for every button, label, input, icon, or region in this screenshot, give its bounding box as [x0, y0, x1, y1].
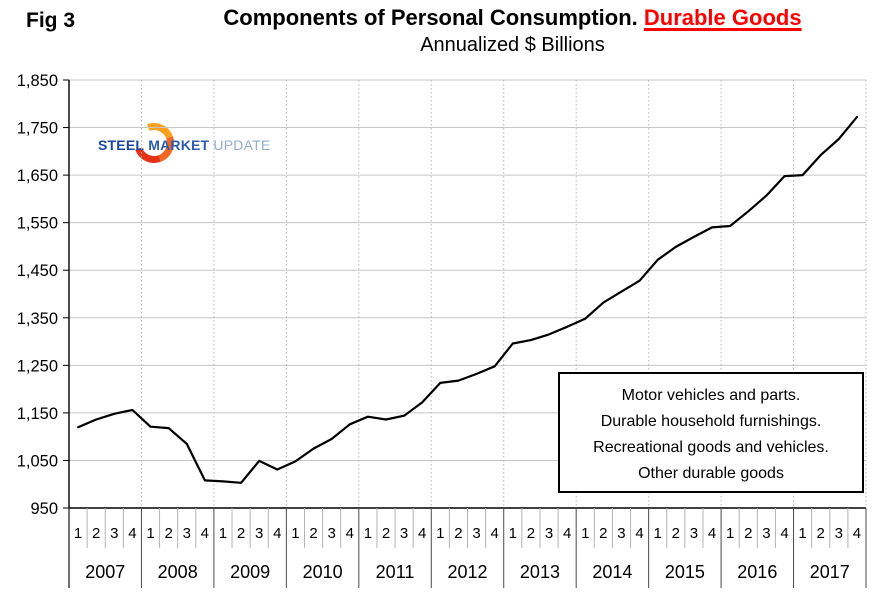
- y-tick-label: 1,650: [17, 167, 58, 185]
- y-axis-ticks: [63, 79, 69, 509]
- durable-goods-line: [76, 115, 859, 484]
- year-label: 2017: [810, 562, 850, 582]
- quarter-label: 3: [545, 525, 553, 542]
- quarter-label: 2: [237, 525, 245, 542]
- year-labels: 2007 2008 2009 2010 2011 2012 2013 2014 2015 2016…: [85, 562, 850, 582]
- year-label: 2012: [447, 562, 487, 582]
- year-label: 2015: [665, 562, 705, 582]
- quarter-label: 3: [327, 525, 335, 542]
- quarter-label: 3: [835, 525, 843, 542]
- quarter-label: 3: [183, 525, 191, 542]
- year-label: 2008: [158, 562, 198, 582]
- quarter-label: 1: [436, 525, 444, 542]
- quarter-label: 3: [472, 525, 480, 542]
- y-tick-label: 1,350: [17, 310, 58, 328]
- legend-line-3: Recreational goods and vehicles.: [593, 439, 829, 456]
- y-tick-label: 950: [30, 500, 58, 518]
- year-label: 2013: [520, 562, 560, 582]
- logo-word-update: UPDATE: [213, 137, 271, 153]
- y-axis-labels: 950 1,050 1,150 1,250 1,350 1,450 1,550 1,650 1,…: [17, 72, 58, 518]
- quarter-label: 2: [817, 525, 825, 542]
- legend-line-1: Motor vehicles and parts.: [621, 387, 801, 404]
- quarter-label: 1: [74, 525, 82, 542]
- quarter-label: 4: [708, 525, 716, 542]
- quarter-label: 1: [798, 525, 806, 542]
- quarter-label: 1: [291, 525, 299, 542]
- title-main: Components of Personal Consumption.: [223, 5, 644, 30]
- year-label: 2011: [376, 562, 415, 582]
- quarter-label: 4: [563, 525, 571, 542]
- quarter-label: 2: [527, 525, 535, 542]
- y-gridlines: [69, 79, 866, 461]
- quarter-label: 2: [164, 525, 172, 542]
- figure-number: Fig 3: [26, 9, 76, 32]
- y-tick-label: 1,850: [17, 72, 58, 90]
- legend-box: Motor vehicles and parts. Durable househ…: [558, 372, 864, 493]
- logo-word-market: MARKET: [148, 137, 210, 153]
- y-tick-label: 1,250: [17, 357, 58, 375]
- line-chart: 950 1,050 1,150 1,250 1,350 1,450 1,550 1,650 1,…: [17, 72, 867, 588]
- quarter-label: 1: [726, 525, 734, 542]
- steel-market-update-logo: STEEL MARKET UPDATE: [98, 116, 278, 174]
- year-label: 2010: [303, 562, 343, 582]
- quarter-label: 3: [400, 525, 408, 542]
- quarter-label: 4: [346, 525, 354, 542]
- quarter-label: 4: [273, 525, 281, 542]
- chart-title: Components of Personal Consumption. Dura…: [140, 4, 885, 32]
- quarter-label: 4: [490, 525, 498, 542]
- quarter-label: 1: [364, 525, 372, 542]
- quarter-label: 2: [599, 525, 607, 542]
- series: [76, 115, 859, 484]
- quarter-label: 2: [92, 525, 100, 542]
- quarter-label: 1: [219, 525, 227, 542]
- y-tick-label: 1,050: [17, 452, 58, 470]
- quarter-label: 2: [382, 525, 390, 542]
- y-tick-label: 1,550: [17, 215, 58, 233]
- quarter-label: 3: [110, 525, 118, 542]
- quarter-label: 2: [672, 525, 680, 542]
- quarter-label: 3: [762, 525, 770, 542]
- quarter-label: 3: [617, 525, 625, 542]
- logo-word-steel: STEEL: [98, 137, 145, 153]
- chart-title-block: Components of Personal Consumption. Dura…: [140, 4, 885, 58]
- quarter-label: 2: [454, 525, 462, 542]
- quarter-label: 1: [146, 525, 154, 542]
- quarter-label: 1: [654, 525, 662, 542]
- y-tick-label: 1,150: [17, 405, 58, 423]
- title-highlight: Durable Goods: [643, 5, 802, 30]
- quarter-label: 4: [780, 525, 788, 542]
- quarter-label: 4: [128, 525, 136, 542]
- quarter-label: 2: [309, 525, 317, 542]
- year-label: 2014: [592, 562, 632, 582]
- quarter-label: 4: [418, 525, 426, 542]
- legend-line-2: Durable household furnishings.: [600, 413, 822, 430]
- quarter-label: 2: [744, 525, 752, 542]
- quarter-label: 3: [690, 525, 698, 542]
- year-label: 2007: [85, 562, 125, 582]
- legend-line-4: Other durable goods: [638, 465, 784, 482]
- quarter-label: 4: [201, 525, 209, 542]
- quarter-label: 1: [581, 525, 589, 542]
- year-label: 2009: [230, 562, 270, 582]
- year-label: 2016: [737, 562, 777, 582]
- quarter-label: 3: [255, 525, 263, 542]
- y-tick-label: 1,750: [17, 120, 58, 138]
- quarter-label: 4: [853, 525, 861, 542]
- chart-subtitle: Annualized $ Billions: [420, 33, 605, 56]
- x-axis-separators: [68, 508, 867, 588]
- y-tick-label: 1,450: [17, 262, 58, 280]
- quarter-label: 1: [509, 525, 517, 542]
- logo-text: STEEL MARKET UPDATE: [98, 137, 270, 153]
- quarter-label: 4: [635, 525, 643, 542]
